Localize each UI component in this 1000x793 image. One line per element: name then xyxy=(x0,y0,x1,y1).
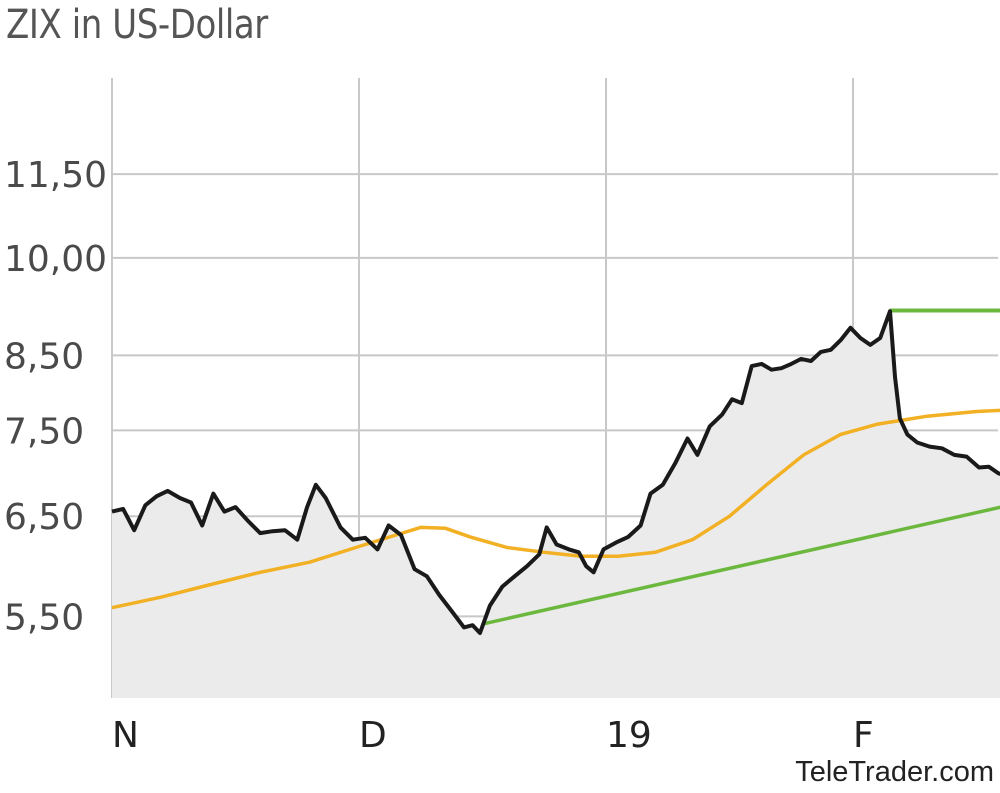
y-tick-label: 8,50 xyxy=(4,336,84,377)
x-tick-label: N xyxy=(112,715,139,756)
trend-line xyxy=(482,505,1000,626)
y-tick-label: 6,50 xyxy=(4,497,84,538)
price-area-fill xyxy=(112,311,1000,698)
y-tick-label: 11,50 xyxy=(4,155,107,196)
y-tick-label: 10,00 xyxy=(4,239,107,280)
watermark: TeleTrader.com xyxy=(795,756,994,788)
x-tick-label: 19 xyxy=(606,715,652,756)
x-tick-label: F xyxy=(853,715,874,756)
y-axis-labels: 5,50 6,50 7,50 8,50 10,00 11,50 xyxy=(4,155,107,638)
chart-title: ZIX in US-Dollar xyxy=(6,2,268,48)
price-line xyxy=(111,309,1000,635)
x-axis-labels: ND19FMAM xyxy=(112,715,874,756)
y-tick-label: 7,50 xyxy=(4,411,84,452)
moving-average-line xyxy=(111,408,1000,610)
y-tick-label: 5,50 xyxy=(4,597,84,638)
x-tick-label: D xyxy=(359,715,387,756)
